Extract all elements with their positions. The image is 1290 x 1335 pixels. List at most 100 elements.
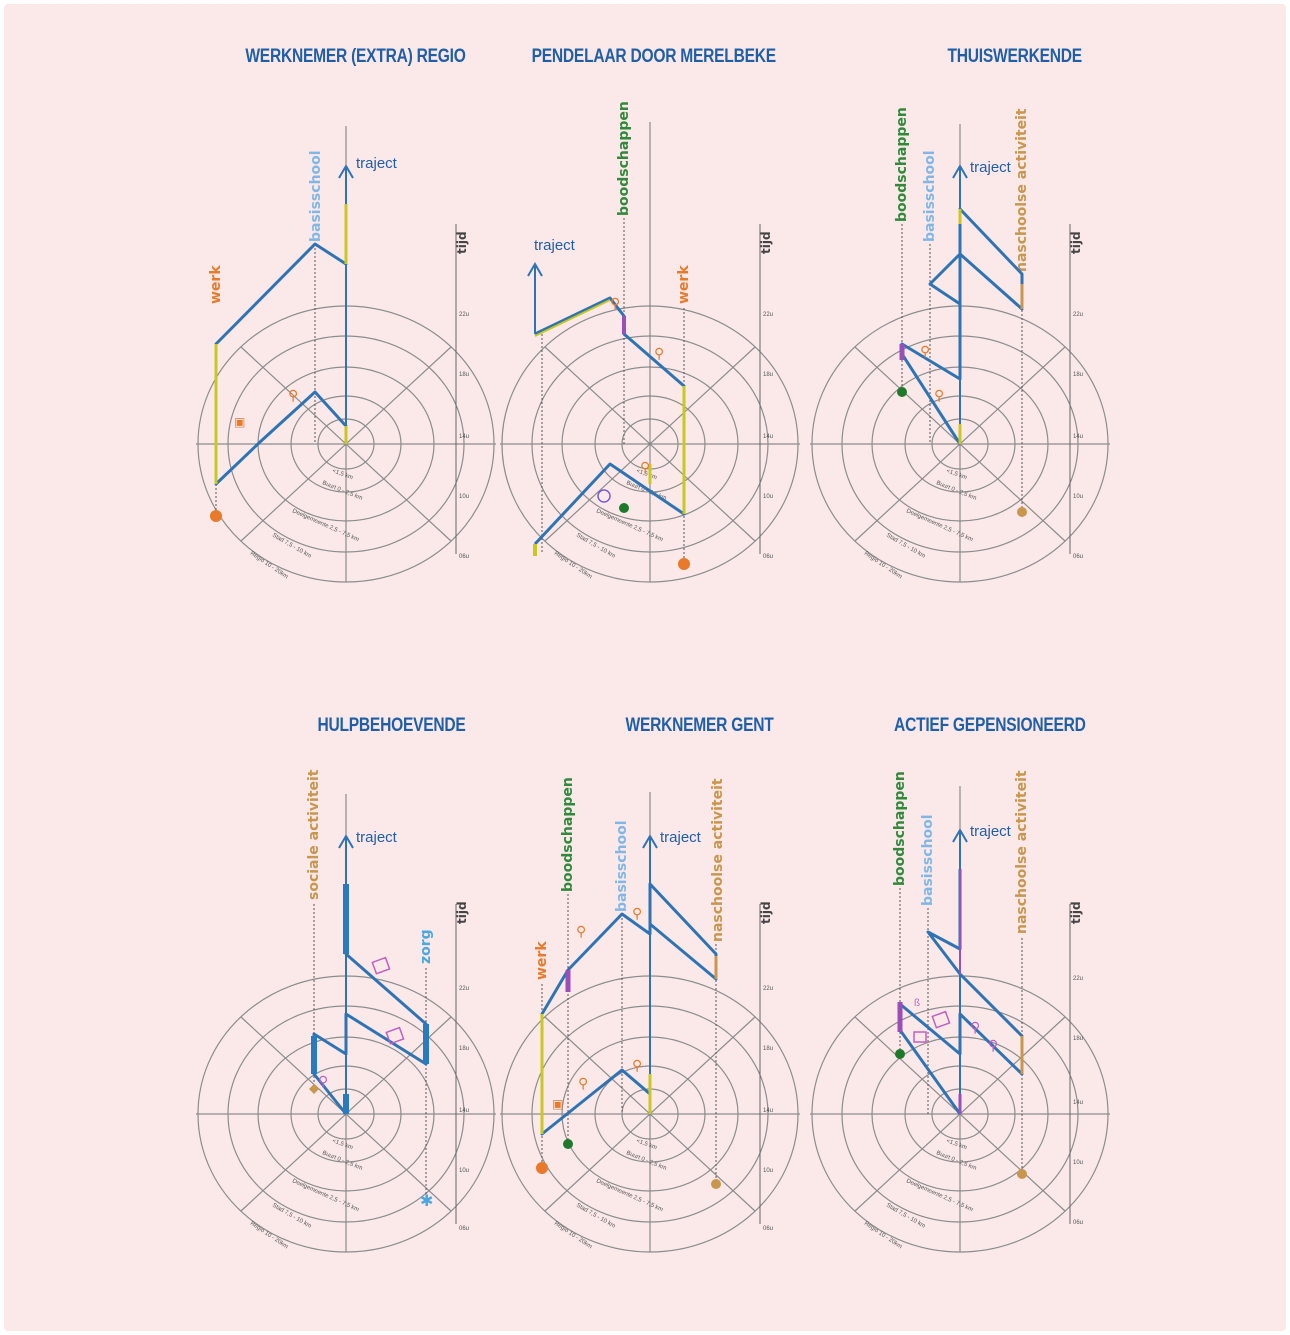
svg-text:Deelgemeente 2,5 - 7,5 km: Deelgemeente 2,5 - 7,5 km [905,508,974,543]
svg-text:traject: traject [660,829,702,846]
bike-icon: ⚲ [288,387,298,403]
svg-text:Deelgemeente 2,5 - 7,5 km: Deelgemeente 2,5 - 7,5 km [595,508,664,543]
svg-text:06u: 06u [1073,1220,1083,1226]
svg-text:naschoolse activiteit: naschoolse activiteit [1014,770,1030,934]
svg-text:traject: traject [970,159,1012,176]
svg-text:10u: 10u [1073,494,1083,500]
svg-text:06u: 06u [763,1226,773,1232]
svg-text:traject: traject [356,829,398,846]
svg-text:14u: 14u [459,434,469,440]
svg-text:zorg: zorg [418,929,434,964]
svg-text:22u: 22u [1073,976,1083,982]
svg-text:06u: 06u [459,554,469,560]
svg-text:✱: ✱ [420,1193,433,1210]
panel-title-5: WERKNEMER GENT [625,715,774,736]
svg-text:⚲: ⚲ [640,459,650,475]
car-icon: ▣ [234,415,245,429]
svg-text:tijd: tijd [759,231,773,254]
svg-text:tijd: tijd [455,901,469,924]
panel-3-diagram: traject tijd 22u 18u 14u 10u 06u <1,5 km… [810,107,1110,583]
panel-5-diagram: traject tijd 22u 18u 14u 10u 06u <1,5 km… [500,777,800,1253]
label-boodschappen: boodschappen [616,101,632,216]
panel-6-diagram: traject tijd 22u 18u 14u 10u 06u <1,5 km… [810,770,1110,1253]
panel-title-4: HULPBEHOEVENDE [317,715,466,736]
svg-text:Regio 10 - 20km: Regio 10 - 20km [863,1221,903,1251]
label-werk: werk [208,265,224,304]
svg-text:18u: 18u [459,372,469,378]
svg-text:<1,5 km: <1,5 km [635,1138,657,1151]
werk-marker [210,510,222,522]
svg-text:tijd: tijd [1069,901,1083,924]
svg-text:10u: 10u [763,1168,773,1174]
svg-text:14u: 14u [1073,1100,1083,1106]
svg-text:Regio 10 - 20km: Regio 10 - 20km [863,551,903,581]
svg-text:basisschool: basisschool [920,814,936,906]
svg-text:22u: 22u [1073,312,1083,318]
panel-title-3: THUISWERKENDE [947,46,1083,67]
svg-text:Deelgemeente 2,5 - 7,5 km: Deelgemeente 2,5 - 7,5 km [291,508,360,543]
svg-text:⚲: ⚲ [632,905,642,921]
svg-text:traject: traject [970,823,1012,840]
svg-text:⚲: ⚲ [920,343,930,359]
svg-text:⚲: ⚲ [578,1075,588,1091]
time-ticks: 22u 18u 14u 10u 06u [459,312,469,560]
svg-text:⚲: ⚲ [576,923,586,939]
svg-text:<1,5 km: <1,5 km [945,1138,967,1151]
svg-text:06u: 06u [763,554,773,560]
svg-text:22u: 22u [763,312,773,318]
svg-text:14u: 14u [1073,434,1083,440]
trajectory-path [214,204,348,486]
svg-text:⚲: ⚲ [934,387,944,403]
svg-text:boodschappen: boodschappen [894,107,910,222]
traject-label: traject [356,155,398,172]
svg-text:<1,5 km: <1,5 km [331,1138,353,1151]
label-werk: werk [676,265,692,304]
diagram-board: WERKNEMER (EXTRA) REGIO PENDELAAR DOOR M… [4,4,1286,1331]
svg-text:tijd: tijd [1069,231,1083,254]
svg-text:18u: 18u [763,1046,773,1052]
svg-text:10u: 10u [763,494,773,500]
svg-text:werk: werk [534,941,550,980]
svg-text:18u: 18u [1073,1036,1083,1042]
svg-text:18u: 18u [459,1046,469,1052]
svg-text:14u: 14u [763,1108,773,1114]
svg-text:10u: 10u [459,494,469,500]
svg-text:▣: ▣ [552,1097,563,1111]
svg-text:06u: 06u [1073,554,1083,560]
svg-text:boodschappen: boodschappen [560,777,576,892]
svg-text:10u: 10u [1073,1160,1083,1166]
svg-text:Deelgemeente 2,5 - 7,5 km: Deelgemeente 2,5 - 7,5 km [595,1178,664,1213]
panel-title-6: ACTIEF GEPENSIONEERD [894,715,1086,736]
svg-text:⚲: ⚲ [654,345,664,361]
svg-text:boodschappen: boodschappen [892,771,908,886]
panel-4-diagram: traject tijd 22u 18u 14u 10u 06u <1,5 km… [196,769,496,1253]
svg-text:18u: 18u [763,372,773,378]
svg-text:ß: ß [914,998,920,1009]
traject-label: traject [534,237,576,254]
svg-text:⚲: ⚲ [318,1073,328,1089]
tijd-label: tijd [455,231,469,254]
svg-text:Regio 10 - 20km: Regio 10 - 20km [553,551,593,581]
svg-text:Deelgemeente 2,5 - 7,5 km: Deelgemeente 2,5 - 7,5 km [905,1178,974,1213]
panel-title-2: PENDELAAR DOOR MERELBEKE [531,46,777,67]
svg-text:18u: 18u [1073,372,1083,378]
svg-text:sociale activiteit: sociale activiteit [306,769,322,900]
svg-text:⚲: ⚲ [632,1057,642,1073]
panel-2-diagram: tijd 22u 18u 14u 10u 06u <1,5 km Buurt 0… [500,101,800,583]
svg-text:<1,5 km: <1,5 km [331,468,353,481]
activity-labels: werk basisschool [208,150,324,514]
svg-text:22u: 22u [763,986,773,992]
label-basisschool: basisschool [308,150,324,242]
svg-text:Regio 10 - 20km: Regio 10 - 20km [249,1221,289,1251]
svg-text:Regio 10 - 20km: Regio 10 - 20km [553,1221,593,1251]
svg-text:basisschool: basisschool [614,820,630,912]
svg-text:<1,5 km: <1,5 km [945,468,967,481]
svg-text:naschoolse activiteit: naschoolse activiteit [710,778,726,942]
svg-text:06u: 06u [459,1226,469,1232]
svg-text:14u: 14u [459,1108,469,1114]
svg-text:14u: 14u [763,434,773,440]
svg-text:naschoolse activiteit: naschoolse activiteit [1014,108,1030,272]
panel-title-1: WERKNEMER (EXTRA) REGIO [245,46,467,67]
svg-text:Deelgemeente 2,5 - 7,5 km: Deelgemeente 2,5 - 7,5 km [291,1178,360,1213]
panel-1-diagram: traject tijd 22u 18u 14u 10u 06u <1,5 km… [196,126,496,583]
